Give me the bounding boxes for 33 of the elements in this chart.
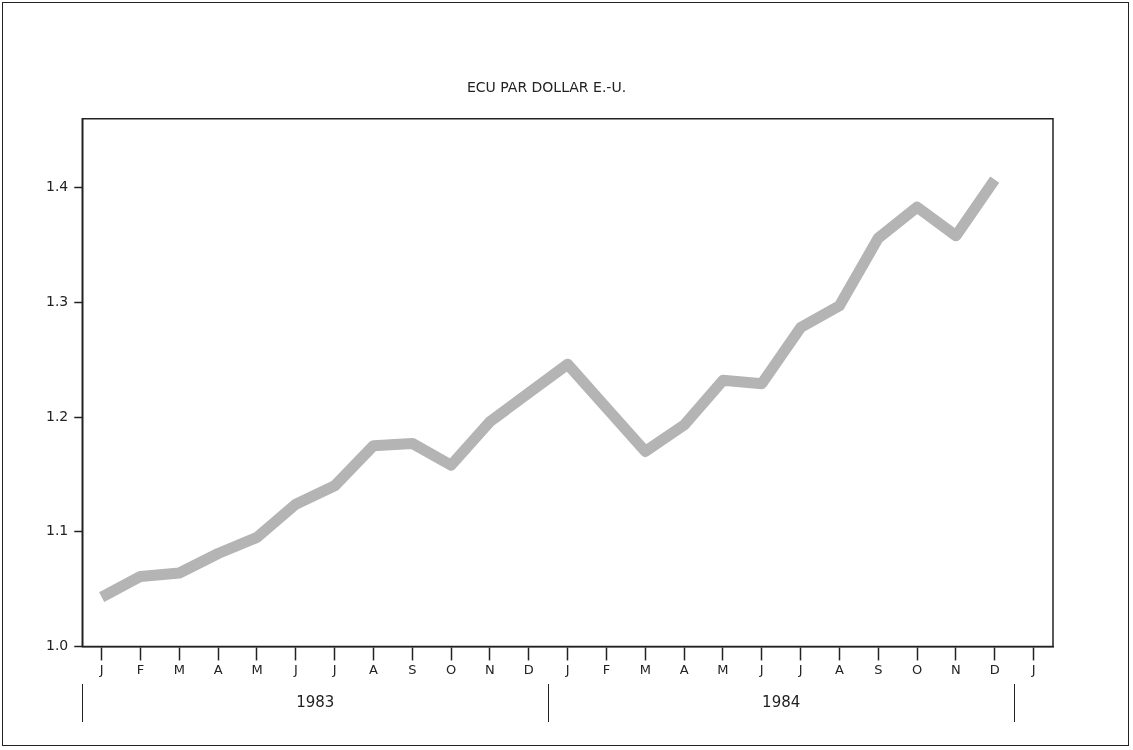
- x-tick-label: S: [408, 661, 417, 677]
- x-tick-label: J: [564, 661, 570, 677]
- x-tick-label: A: [679, 661, 689, 677]
- y-tick-label: 1.1: [46, 522, 69, 539]
- x-tick-label: J: [797, 661, 803, 677]
- x-tick-label: A: [834, 661, 844, 677]
- x-tick-label: S: [874, 661, 883, 677]
- x-tick-label: J: [98, 661, 104, 677]
- chart-title: ECU PAR DOLLAR E.-U.: [466, 79, 627, 96]
- y-tick-label: 1.2: [46, 407, 69, 424]
- x-tick-label: A: [369, 661, 379, 677]
- y-tick-label: 1.4: [46, 178, 69, 195]
- x-tick-label: A: [213, 661, 223, 677]
- text: 1984: [762, 693, 801, 712]
- x-tick-label: J: [292, 661, 298, 677]
- x-tick-label: O: [911, 661, 923, 677]
- x-tick-label: M: [173, 661, 185, 677]
- x-tick-label: J: [331, 661, 337, 677]
- x-tick-label: N: [951, 661, 961, 677]
- x-tick-label: O: [446, 661, 457, 677]
- y-tick-label: 1.3: [46, 292, 69, 309]
- x-tick-label: F: [602, 661, 611, 677]
- x-tick-label: N: [485, 661, 495, 677]
- x-tick-label: M: [717, 661, 729, 677]
- text: 1983: [296, 693, 335, 712]
- x-tick-label: M: [251, 661, 263, 677]
- x-tick-label: J: [758, 661, 764, 677]
- x-tick-label: D: [989, 661, 1000, 677]
- x-tick-label: J: [1030, 661, 1036, 677]
- x-tick-label: M: [639, 661, 651, 677]
- x-tick-label: F: [136, 661, 145, 677]
- x-tick-label: D: [523, 661, 534, 677]
- y-tick-label: 1.0: [46, 637, 69, 654]
